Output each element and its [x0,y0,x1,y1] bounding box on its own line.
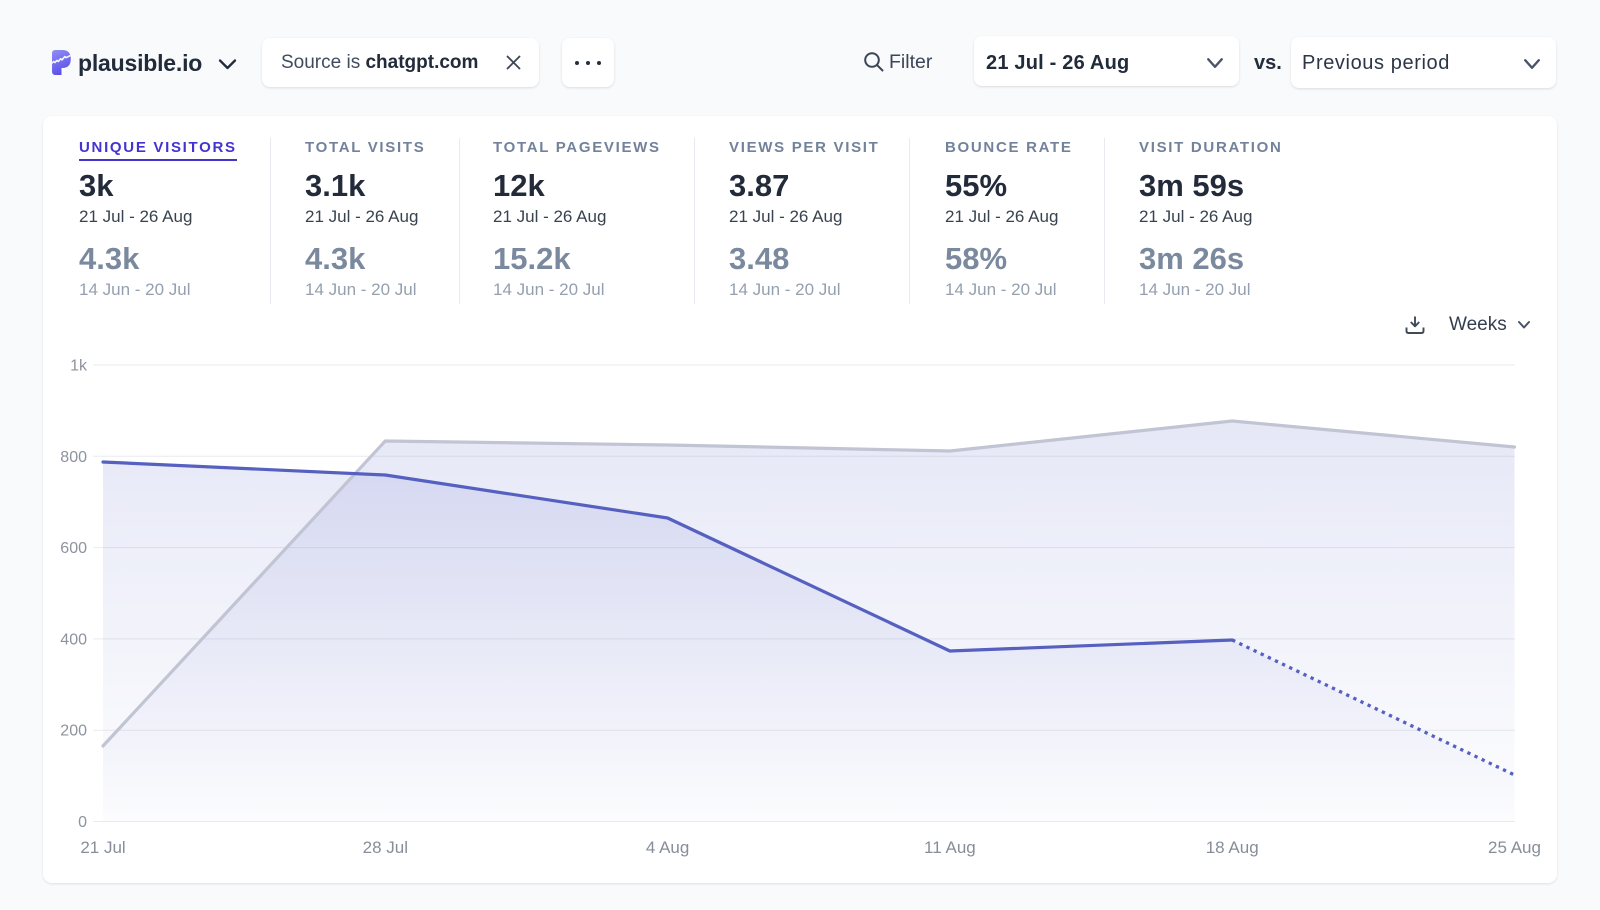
svg-text:800: 800 [60,449,87,466]
svg-text:25 Aug: 25 Aug [1488,838,1541,857]
svg-text:18 Aug: 18 Aug [1206,838,1259,857]
svg-text:28 Jul: 28 Jul [363,838,408,857]
svg-text:1k: 1k [70,358,88,375]
svg-text:400: 400 [60,631,87,648]
svg-text:600: 600 [60,540,87,557]
svg-text:200: 200 [60,723,87,740]
svg-text:4 Aug: 4 Aug [646,838,690,857]
svg-text:0: 0 [78,814,87,831]
svg-text:11 Aug: 11 Aug [924,838,976,857]
svg-text:21 Jul: 21 Jul [80,838,125,857]
